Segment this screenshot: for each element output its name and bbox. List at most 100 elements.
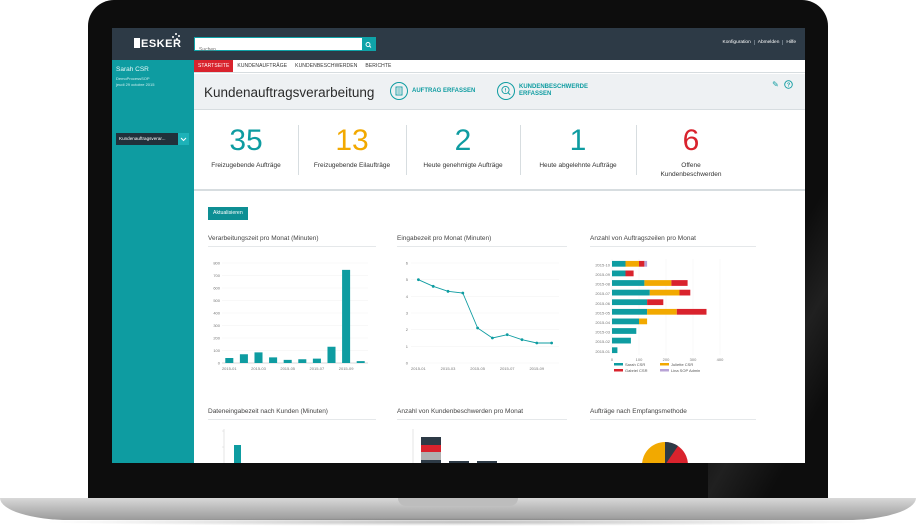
enter-complaint-label-line2: ERFASSEN — [519, 91, 552, 97]
chart-processing-time: 0 100 200 300 400 500 600 700 800 2015-01 2015-03 2… — [213, 261, 368, 371]
kpi-divider — [406, 125, 407, 175]
edit-pencil-icon[interactable]: ✎ — [772, 80, 779, 89]
pie-slice — [642, 442, 665, 463]
search-button[interactable] — [362, 38, 375, 50]
kpi-rush-orders[interactable]: 13 Freizugebende Eilaufträge — [298, 111, 406, 191]
bar-segment — [612, 337, 631, 344]
bar — [283, 359, 292, 363]
y-tick-label: 400 — [213, 311, 220, 316]
kpi-rejected-today[interactable]: 1 Heute abgelehnte Aufträge — [520, 111, 636, 191]
help-icon[interactable]: ? — [784, 80, 793, 89]
enter-complaint-button[interactable]: KUNDENBESCHWERDE ERFASSEN — [497, 82, 588, 100]
search-input[interactable] — [195, 44, 359, 56]
x-tick-label: 200 — [663, 357, 670, 362]
y-tick-label: 0 — [218, 361, 221, 366]
y-tick-label: 200 — [213, 336, 220, 341]
bar-segment — [421, 437, 441, 445]
dashboard-select-button[interactable] — [178, 133, 189, 145]
legend-swatch — [660, 369, 669, 372]
y-tick-label: 700 — [213, 273, 220, 278]
series-line — [418, 279, 552, 344]
bar-segment — [612, 347, 618, 354]
bar-segment — [639, 318, 648, 325]
logo-mark-icon — [134, 38, 140, 48]
kpi-divider — [298, 125, 299, 175]
data-point — [461, 291, 465, 295]
enter-order-button[interactable]: AUFTRAG ERFASSEN — [390, 82, 475, 100]
link-logout[interactable]: Abmelden — [753, 40, 783, 45]
enter-complaint-label-line1: KUNDENBESCHWERDE — [519, 84, 589, 90]
bar-segment — [449, 461, 469, 463]
kpi-label-line2: Kundenbeschwerden — [660, 171, 722, 178]
esker-logo[interactable]: ESKER — [134, 38, 181, 50]
bar — [298, 359, 307, 363]
bar — [327, 346, 336, 363]
kpi-divider — [636, 125, 637, 175]
laptop-base — [0, 498, 916, 520]
main-tabs: STARTSEITE KUNDENAUFTRÄGE KUNDENBESCHWER… — [194, 60, 805, 73]
kpi-label: Heute abgelehnte Aufträge — [539, 162, 617, 169]
app-screen: ESKER Konfiguration Abmelden Hilfe Sarah… — [112, 28, 805, 463]
bar-segment — [671, 280, 688, 286]
legend-label: Gabriel CSR — [625, 368, 648, 373]
sidebar: Sarah CSR DemoProcessSOP jeudi 29 octobr… — [112, 60, 194, 463]
refresh-button[interactable]: Aktualisieren — [208, 207, 248, 220]
panel-divider — [397, 246, 567, 247]
panel-divider — [208, 419, 376, 420]
laptop-notch — [398, 498, 518, 506]
tab-kundenauftraege[interactable]: KUNDENAUFTRÄGE — [237, 63, 288, 69]
y-tick-label: 3 — [406, 311, 409, 316]
kpi-label: Heute genehmigte Aufträge — [423, 162, 503, 169]
user-date: jeudi 29 octobre 2015 — [116, 82, 155, 87]
kpi-divider — [520, 125, 521, 175]
x-tick-label: 0 — [611, 357, 614, 362]
y-tick-label: 500 — [213, 298, 220, 303]
data-point — [520, 338, 524, 342]
bar-segment — [649, 289, 680, 296]
search-icon — [365, 42, 372, 48]
kpi-value: 1 — [569, 124, 587, 157]
y-tick-label: 800 — [213, 261, 220, 266]
pie-slice — [665, 441, 678, 463]
x-tick-label: 100 — [636, 357, 643, 362]
y-tick-label: 2015-09 — [595, 272, 610, 277]
tab-berichte[interactable]: BERICHTE — [365, 63, 392, 69]
y-tick-label: 0 — [406, 361, 409, 366]
y-tick-label: 2015-03 — [595, 330, 610, 335]
x-tick-label: 2015-09 — [339, 366, 354, 371]
bar-segment — [676, 308, 707, 315]
y-tick-label: 2015-10 — [595, 262, 610, 267]
data-point — [491, 336, 494, 340]
bar — [234, 445, 241, 463]
y-tick-label: 5 — [406, 277, 409, 282]
bar-segment — [647, 299, 664, 306]
link-configuration[interactable]: Konfiguration — [722, 40, 751, 45]
logo-text: ESKER — [141, 38, 182, 50]
bar-segment — [612, 318, 639, 325]
data-point — [476, 326, 479, 330]
panel-divider — [590, 419, 756, 420]
kpi-approved-today[interactable]: 2 Heute genehmigte Aufträge — [406, 111, 520, 191]
user-name: Sarah CSR — [116, 66, 149, 73]
kpi-orders-to-release[interactable]: 35 Freizugebende Aufträge — [194, 111, 298, 191]
order-document-icon — [390, 82, 408, 100]
tab-startseite[interactable]: STARTSEITE — [194, 60, 234, 72]
chart-customer-entry-time-partial — [222, 429, 241, 463]
kpi-strip: 35 Freizugebende Aufträge 13 Freizugeben… — [194, 111, 805, 191]
panel-title-receipt-method: Aufträge nach Empfangsmethode — [590, 408, 687, 415]
legend-swatch — [614, 369, 623, 372]
tab-kundenbeschwerden[interactable]: KUNDENBESCHWERDEN — [295, 63, 358, 69]
dashboard-select[interactable]: Kundenauftragsverar... — [116, 133, 178, 145]
x-tick-label: 2015-03 — [251, 366, 266, 371]
bar — [356, 361, 365, 363]
kpi-value: 35 — [229, 124, 263, 157]
bar-segment — [612, 270, 626, 277]
bar-segment — [421, 445, 441, 452]
legend-label: Juliette CSR — [671, 362, 693, 367]
data-point — [550, 341, 553, 345]
panel-title-processing-time: Verarbeitungszeit pro Monat (Minuten) — [208, 235, 319, 242]
data-point — [505, 333, 509, 337]
kpi-open-complaints[interactable]: 6 Offene Kundenbeschwerden — [636, 111, 746, 191]
link-help[interactable]: Hilfe — [782, 40, 799, 45]
chart-entry-time: 0 1 2 3 4 5 6 2015-01 2015-03 2015-05 2015-07 2015-… — [406, 261, 559, 371]
